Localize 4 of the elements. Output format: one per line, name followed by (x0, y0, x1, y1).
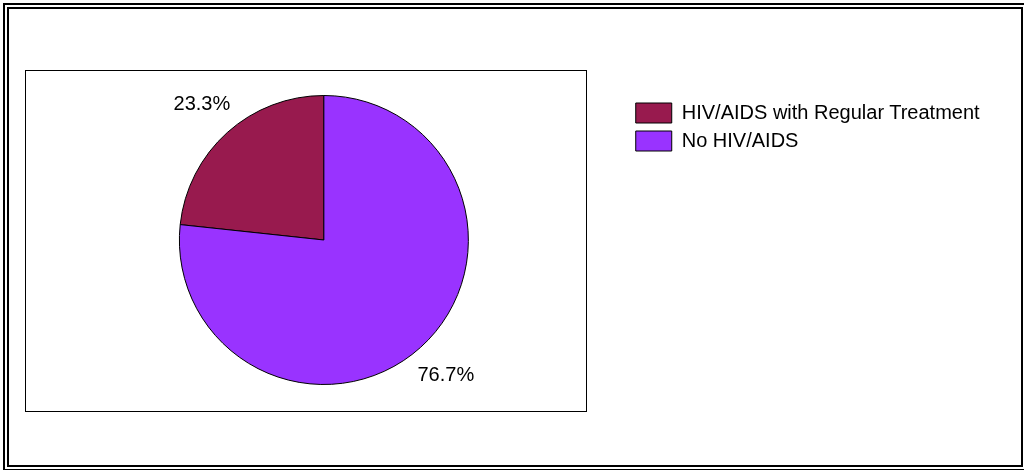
legend-label: HIV/AIDS with Regular Treatment (681, 100, 981, 123)
data-label: 76.7% (417, 363, 475, 386)
legend-label: No HIV/AIDS (681, 128, 799, 151)
data-label: 23.3% (173, 91, 231, 114)
